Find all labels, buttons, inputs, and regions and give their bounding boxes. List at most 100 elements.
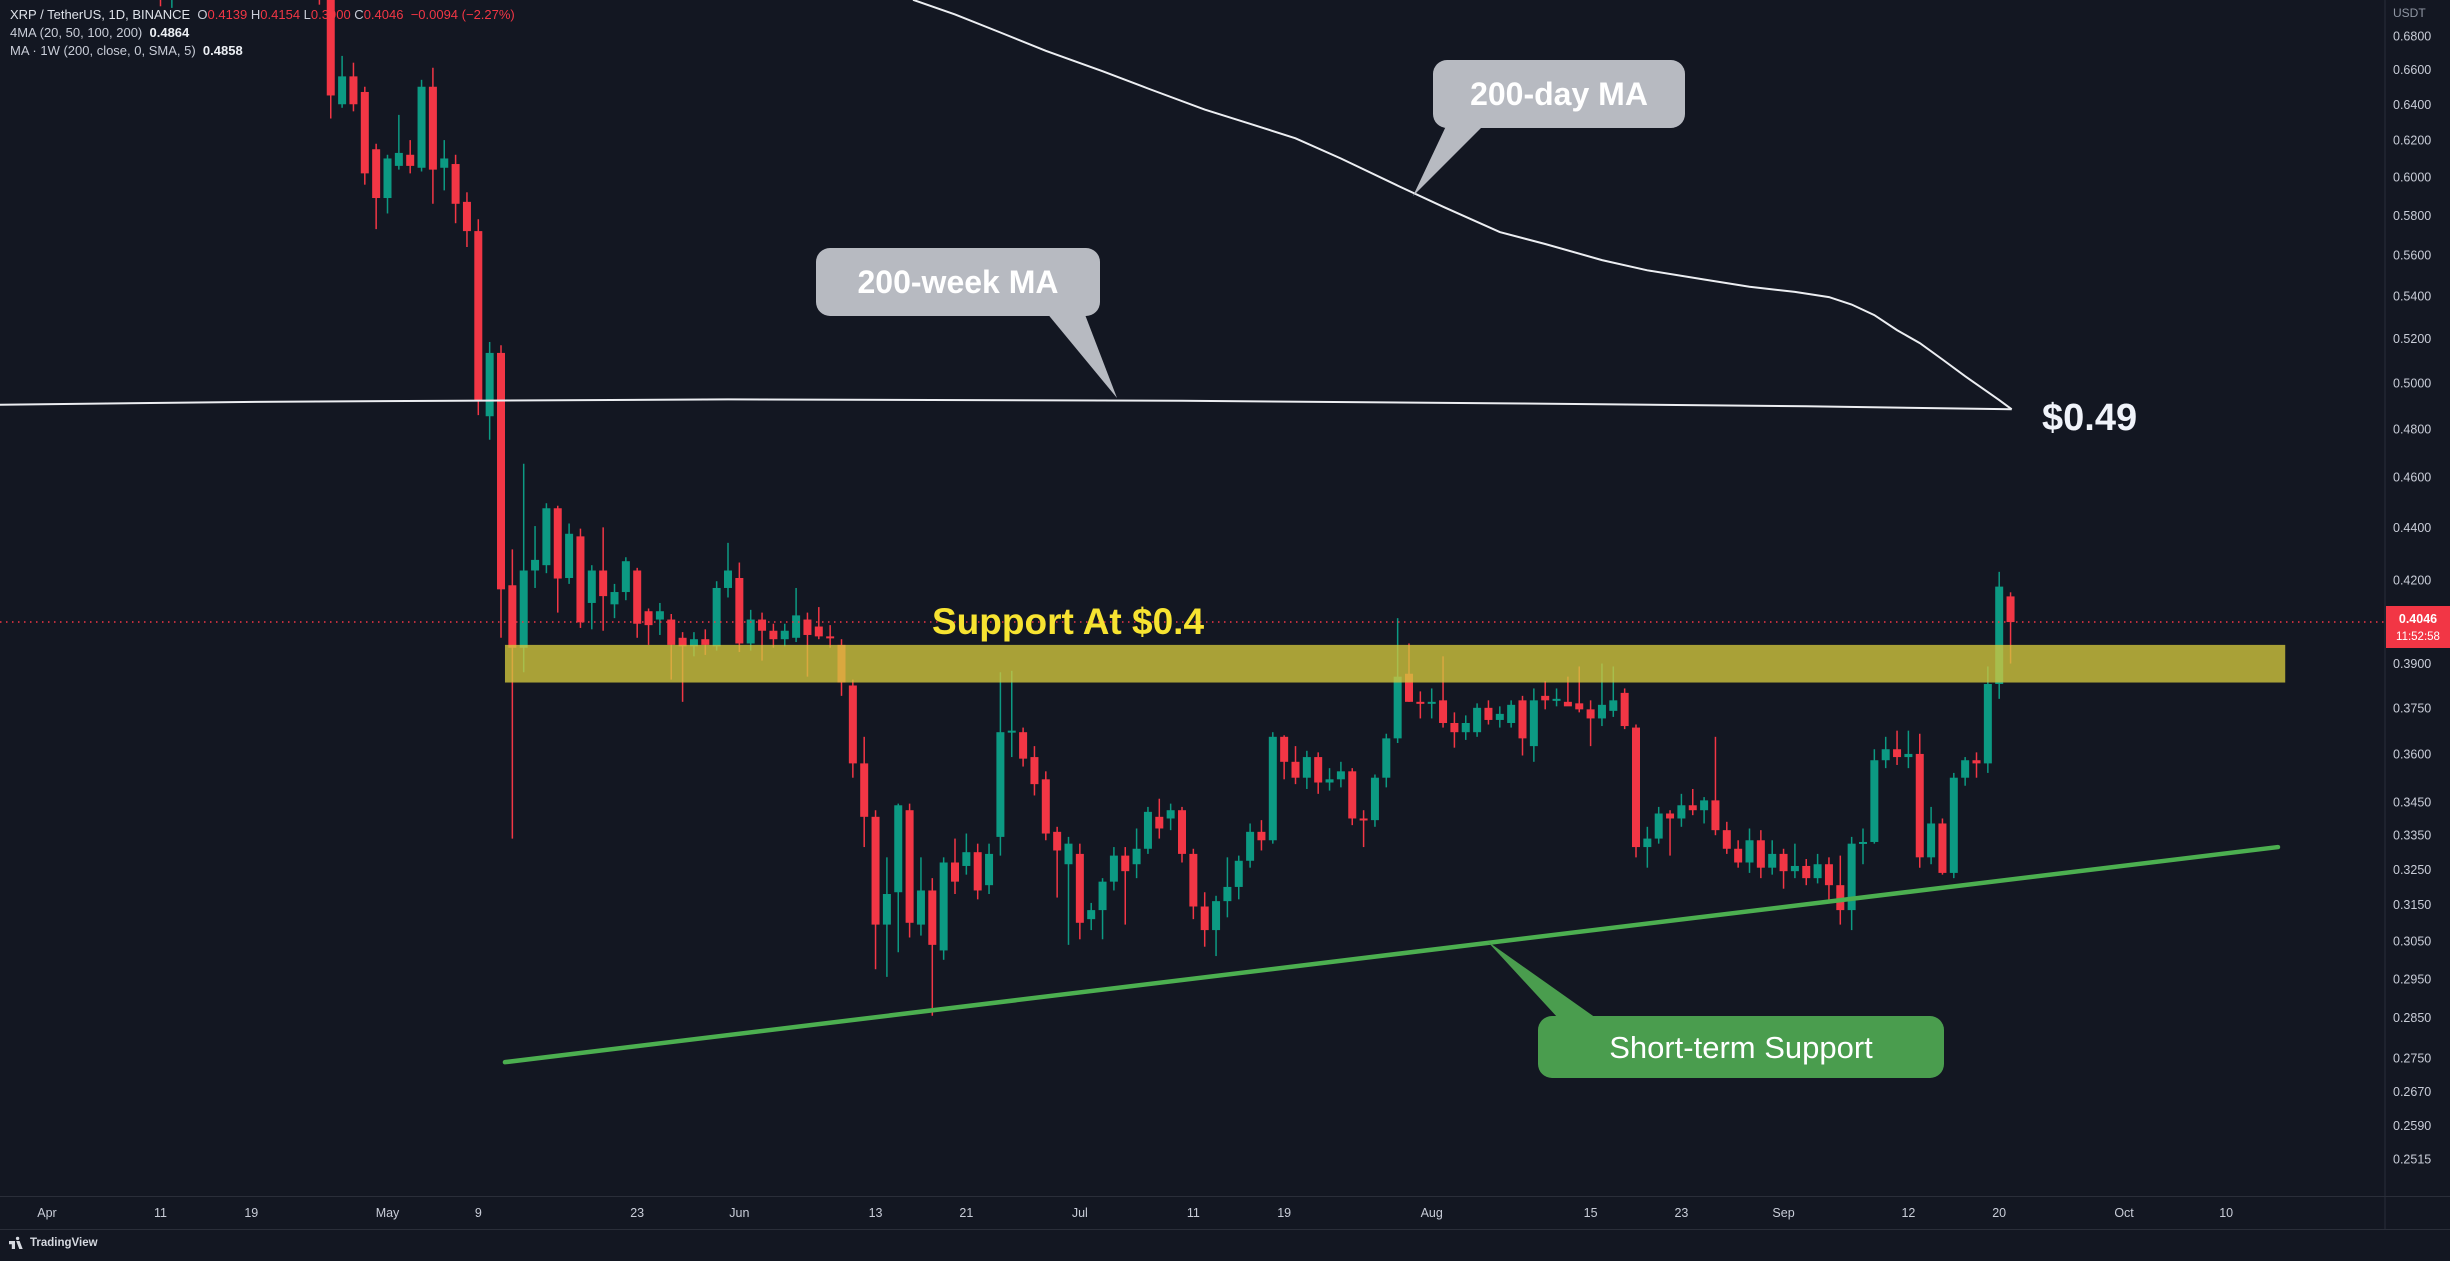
ma200w-legend-row[interactable]: MA · 1W (200, close, 0, SMA, 5) 0.4858	[10, 42, 515, 60]
short-term-support-label: Short-term Support	[1609, 1030, 1873, 1065]
candle	[701, 639, 710, 645]
candle	[1405, 673, 1413, 702]
candle	[655, 611, 664, 620]
candle	[1370, 777, 1379, 821]
candle	[1030, 757, 1039, 785]
candle	[1893, 749, 1902, 758]
candle	[1393, 676, 1402, 739]
ma4-name: 4MA (20, 50, 100, 200)	[10, 25, 143, 40]
symbol-title: XRP / TetherUS, 1D, BINANCE	[10, 7, 191, 22]
candle	[542, 508, 551, 566]
candle	[1450, 722, 1459, 733]
callout-200-day-ma: 200-day MA	[1413, 60, 1685, 196]
price-049-label: $0.49	[2042, 397, 2137, 439]
candle	[1212, 901, 1221, 931]
time-axis[interactable]: Apr 11 19 May 9 23 Jun 13 21 Jul 11 19 Aug 15 23 Sep 12 2…	[37, 1206, 2233, 1220]
candle	[1768, 853, 1777, 868]
candle	[667, 619, 676, 645]
candle	[1495, 713, 1504, 720]
candle	[1007, 730, 1016, 733]
time-tick-label: 19	[244, 1206, 258, 1220]
candle	[1053, 831, 1062, 851]
candle	[1541, 695, 1550, 701]
candle	[1200, 906, 1209, 931]
candle	[383, 158, 392, 199]
candle	[1246, 831, 1255, 861]
candle	[462, 201, 471, 232]
candle	[1722, 830, 1731, 849]
candle	[428, 86, 437, 170]
open-value: 0.4139	[207, 7, 248, 22]
candle	[985, 853, 994, 886]
ma-200-week-line[interactable]	[0, 398, 2012, 411]
candle	[1700, 800, 1709, 811]
tradingview-logo[interactable]: TradingView	[8, 1236, 98, 1250]
overlay-lines	[0, 0, 2281, 1065]
price-axis[interactable]: 0.6800 0.6600 0.6400 0.6200 0.6000 0.5800 0.56…	[2393, 29, 2431, 1166]
candle	[712, 587, 721, 647]
candle	[1972, 760, 1981, 764]
symbol-legend-row[interactable]: XRP / TetherUS, 1D, BINANCE O0.4139 H0.4…	[10, 6, 515, 24]
time-tick-label: 19	[1277, 1206, 1291, 1220]
candle	[848, 685, 857, 764]
support-band-rect[interactable]	[504, 644, 2286, 683]
candle	[508, 585, 517, 648]
low-label: L	[303, 7, 311, 22]
ma-200-day-line[interactable]	[912, 0, 2013, 411]
candle	[1484, 707, 1493, 720]
support-zone-band	[504, 644, 2286, 683]
change-value: −0.0094 (−2.27%)	[410, 7, 515, 22]
callout-tail	[1413, 124, 1485, 196]
candle	[1597, 704, 1606, 719]
candle	[1915, 753, 1924, 858]
candle	[746, 619, 755, 644]
bar-countdown: 11:52:58	[2396, 631, 2440, 643]
candle	[803, 619, 812, 635]
candle	[1087, 910, 1096, 920]
open-label: O	[197, 7, 208, 22]
candle	[531, 559, 540, 571]
candle	[338, 76, 347, 105]
candle	[1711, 800, 1720, 831]
time-tick-label: 9	[475, 1206, 482, 1220]
candle	[962, 852, 971, 866]
candle	[1961, 760, 1970, 778]
candle	[916, 890, 925, 925]
candle	[1348, 771, 1357, 819]
candle	[826, 636, 835, 639]
candle	[1983, 684, 1992, 764]
candle	[1234, 860, 1243, 887]
candle	[1632, 727, 1640, 848]
ma4-legend-row[interactable]: 4MA (20, 50, 100, 200) 0.4864	[10, 24, 515, 42]
candle	[621, 561, 630, 593]
price-tick-label: 0.6400	[2393, 98, 2431, 112]
candle	[1382, 738, 1391, 778]
candle	[1666, 813, 1675, 819]
last-price-badge: 0.4046 11:52:58	[2386, 606, 2450, 648]
candle	[440, 158, 449, 168]
candle	[996, 732, 1005, 837]
candle	[792, 615, 801, 638]
candle	[769, 630, 778, 640]
price-tick-label: 0.6000	[2393, 171, 2431, 185]
candle	[610, 592, 619, 605]
candle	[633, 570, 642, 624]
candle	[1745, 840, 1754, 863]
time-tick-label: 13	[869, 1206, 883, 1220]
candle	[1019, 732, 1028, 759]
price-tick-label: 0.4400	[2393, 521, 2431, 535]
candle	[1257, 831, 1266, 841]
candle	[1507, 704, 1516, 723]
candle	[1302, 757, 1311, 778]
candle	[860, 763, 869, 817]
close-label: C	[354, 7, 364, 22]
time-tick-label: Apr	[37, 1206, 56, 1220]
candle	[780, 630, 789, 640]
time-tick-label: Sep	[1772, 1206, 1794, 1220]
short-term-support-trendline[interactable]	[502, 844, 2281, 1065]
time-tick-label: 11	[1187, 1206, 1200, 1220]
price-tick-label: 0.2515	[2393, 1152, 2431, 1166]
candle	[1927, 823, 1936, 858]
candle	[1064, 843, 1073, 865]
